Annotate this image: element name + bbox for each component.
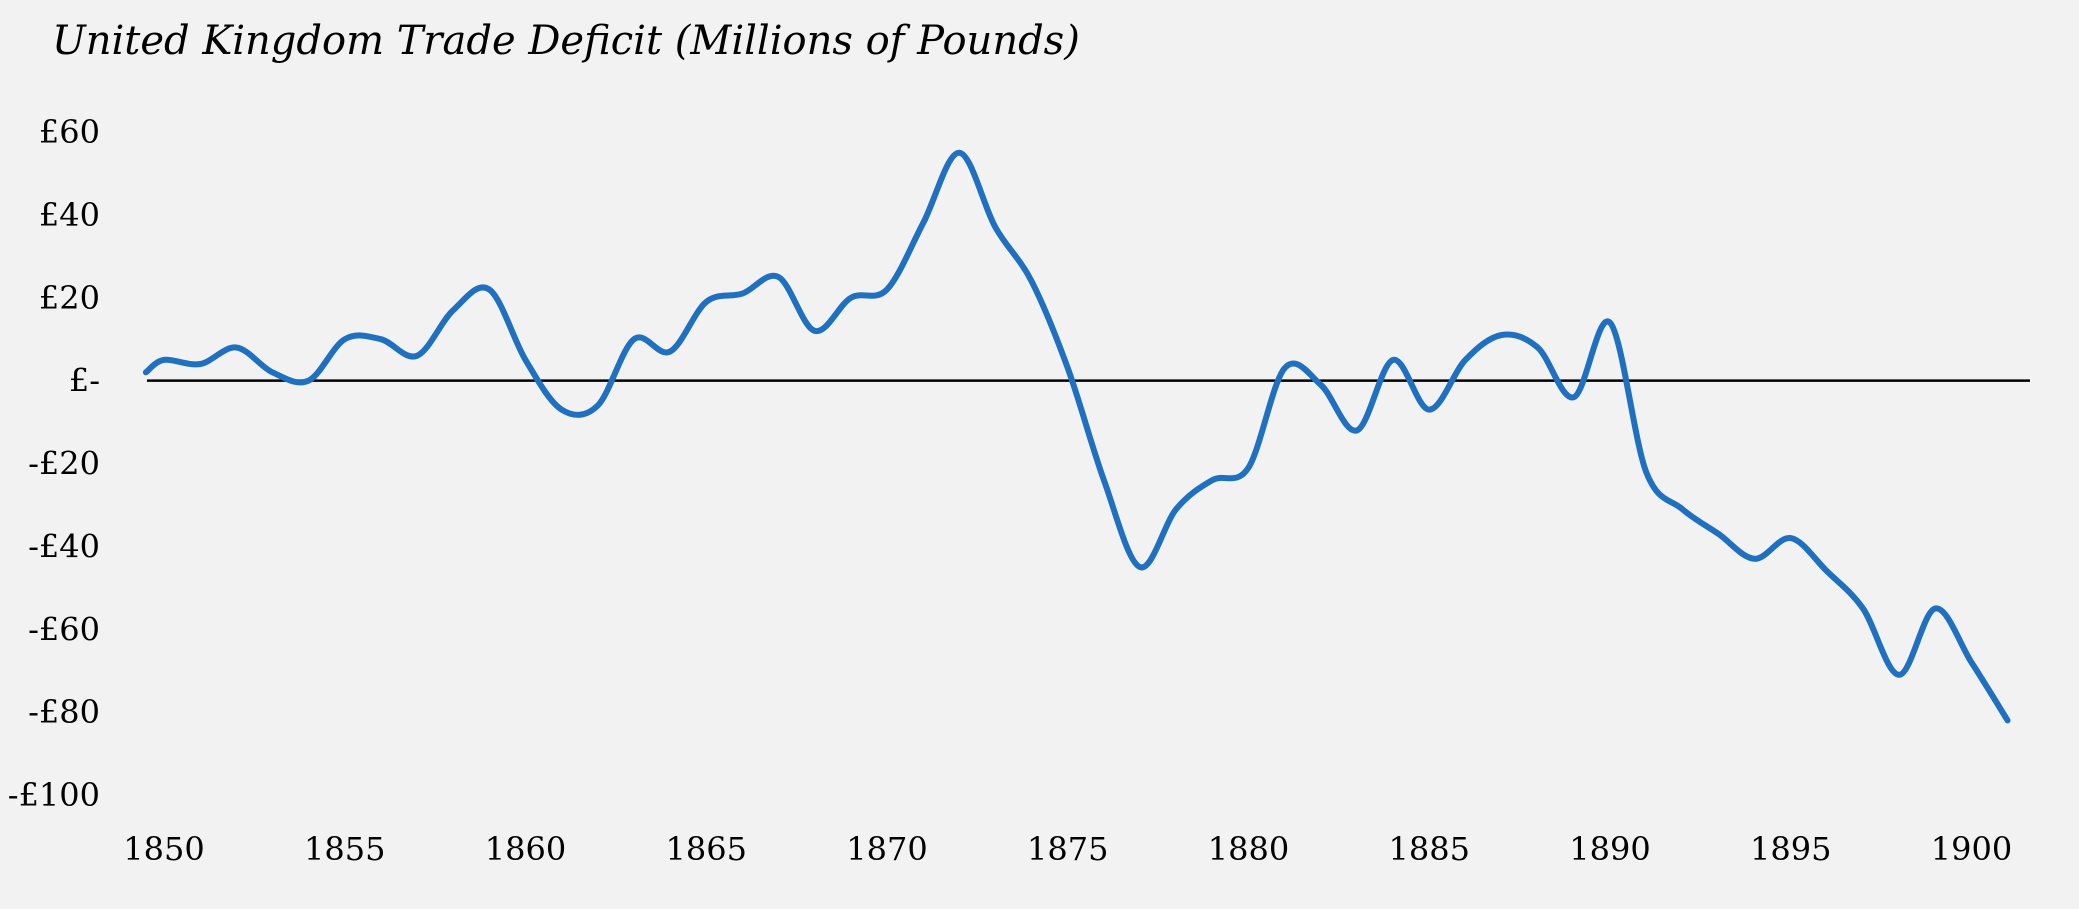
x-tick-label: 1885	[1389, 830, 1470, 868]
y-tick-label: £20	[39, 279, 100, 317]
x-tick-label: 1880	[1208, 830, 1289, 868]
y-tick-label: -£60	[28, 610, 100, 648]
y-tick-label: £60	[39, 113, 100, 151]
x-tick-label: 1890	[1569, 830, 1650, 868]
series-line	[142, 149, 2011, 724]
x-tick-label: 1865	[666, 830, 747, 868]
x-tick-label: 1860	[485, 830, 566, 868]
series-group	[142, 149, 2011, 724]
x-tick-label: 1900	[1931, 830, 2012, 868]
y-axis-labels: £60 £40 £20 £- -£20 -£40 -£60 -£80 -£100	[8, 113, 100, 814]
x-tick-label: 1850	[123, 830, 204, 868]
y-tick-label: -£20	[28, 445, 100, 483]
x-tick-label: 1875	[1027, 830, 1108, 868]
x-tick-label: 1855	[304, 830, 385, 868]
x-axis-labels: 1850 1855 1860 1865 1870 1875 1880 1885 1890 1895…	[123, 830, 2012, 868]
x-tick-label: 1870	[846, 830, 927, 868]
y-tick-label: £40	[39, 196, 100, 234]
y-tick-label: -£80	[28, 693, 100, 731]
chart-title: United Kingdom Trade Deficit (Millions o…	[52, 18, 1080, 64]
y-tick-label: £-	[69, 362, 100, 400]
y-tick-label: -£40	[28, 527, 100, 565]
y-tick-label: -£100	[8, 776, 100, 814]
x-tick-label: 1895	[1750, 830, 1831, 868]
